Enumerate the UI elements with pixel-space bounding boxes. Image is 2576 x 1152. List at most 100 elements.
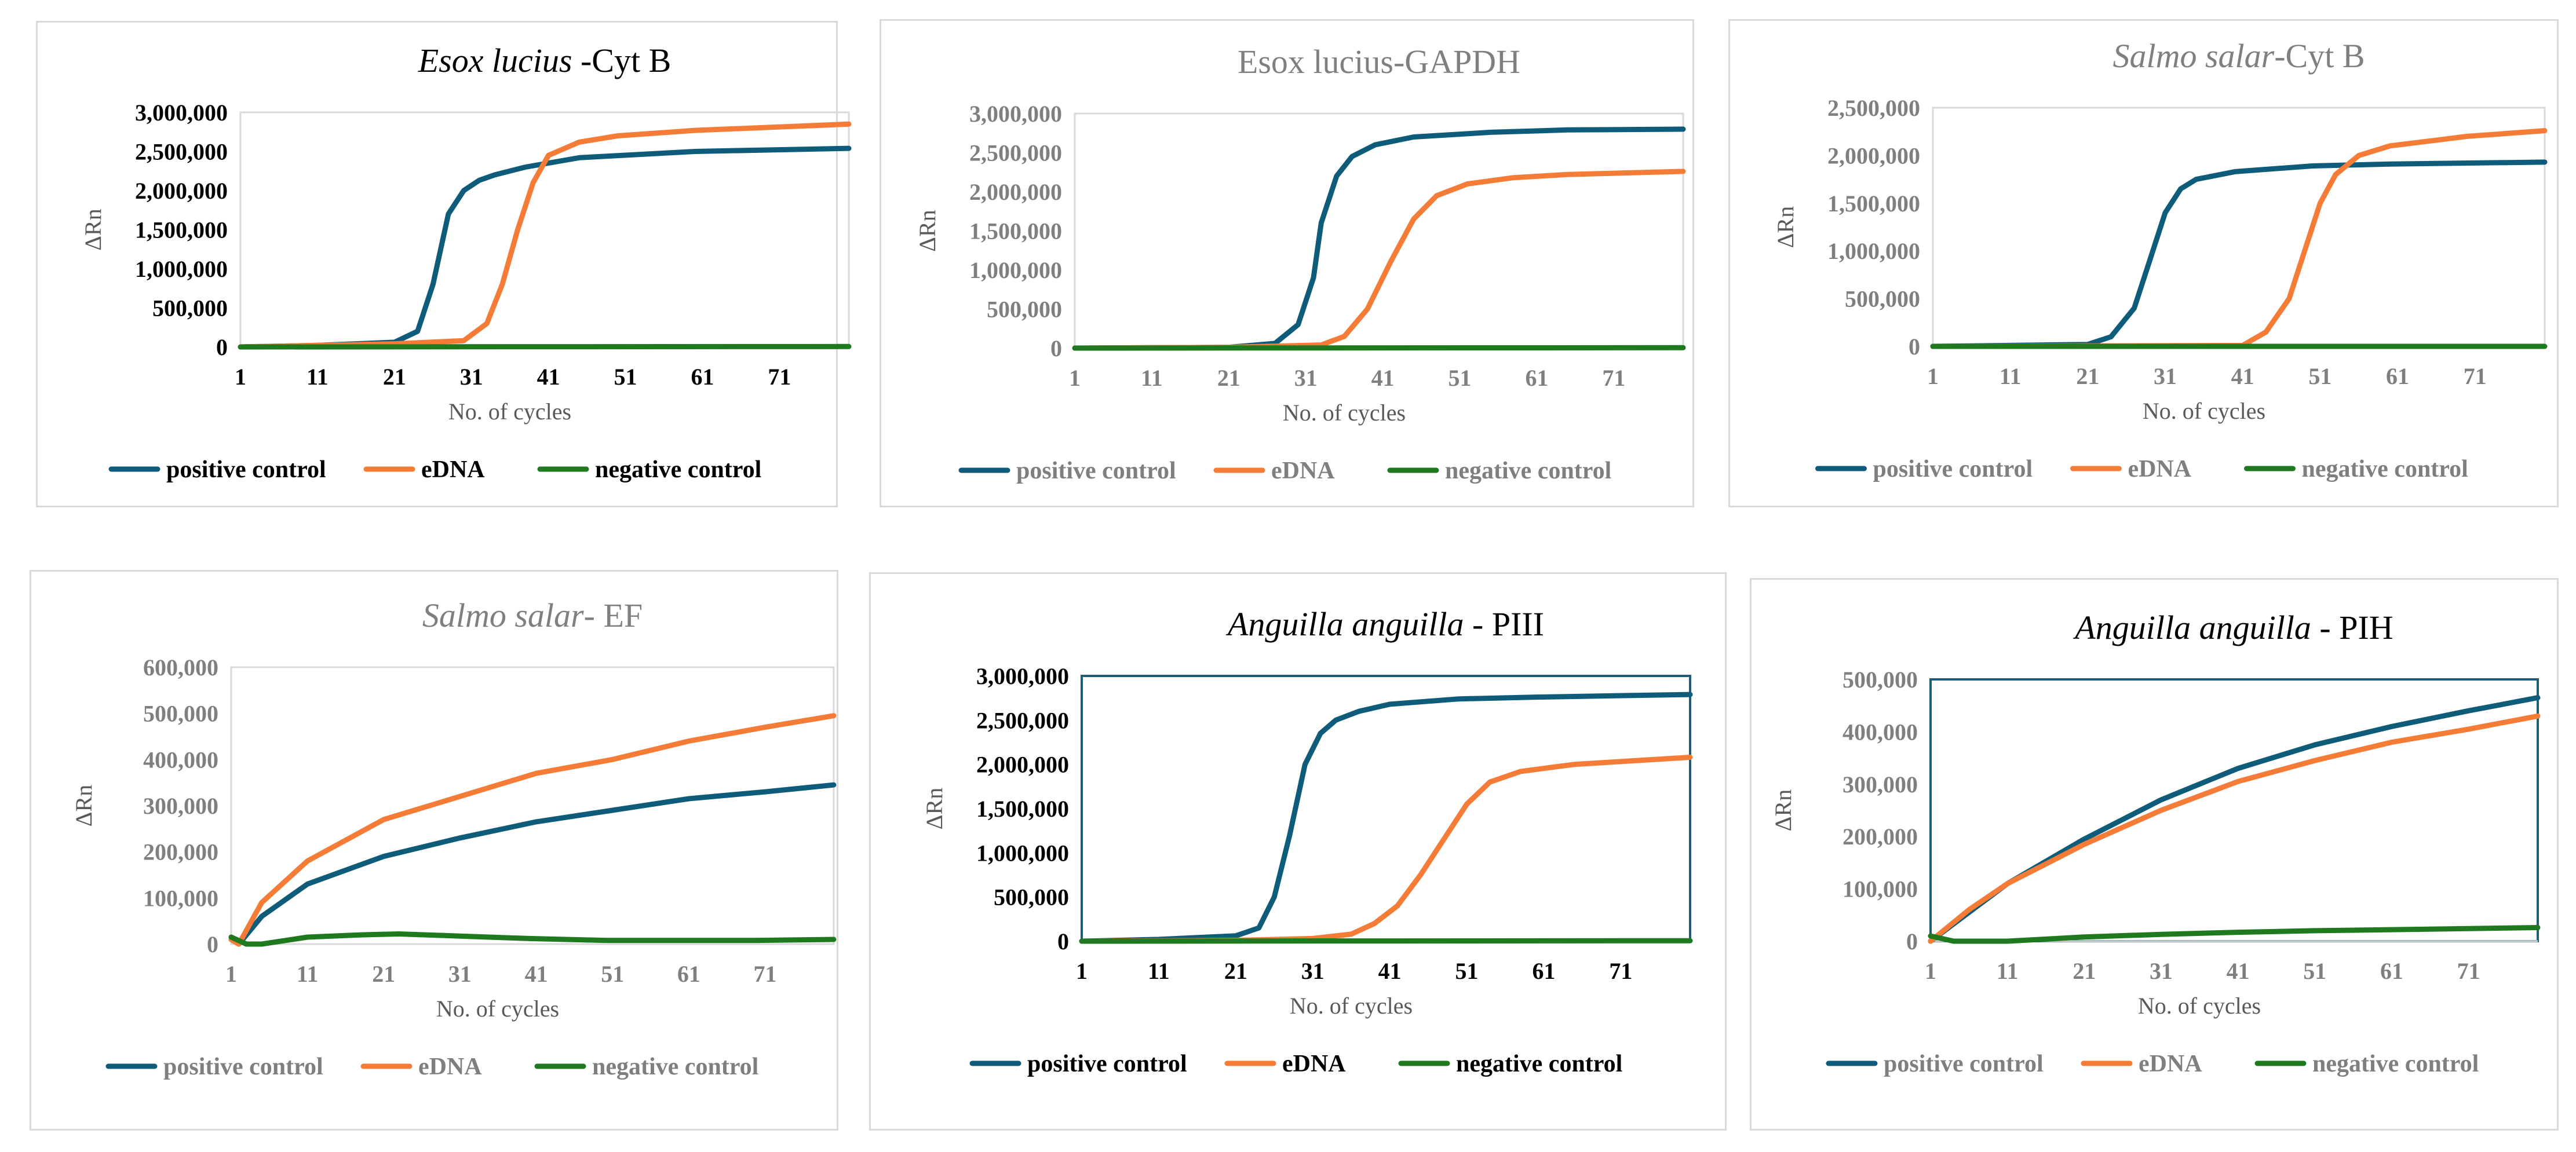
chart-title-italic: Esox lucius (418, 42, 572, 79)
x-tick-label: 11 (1999, 363, 2022, 389)
chart-title-italic: Anguilla anguilla (1225, 605, 1464, 643)
chart-title-italic: Anguilla anguilla (2073, 609, 2311, 646)
x-tick-label: 61 (691, 364, 714, 390)
y-tick-label: 0 (1057, 928, 1069, 954)
x-tick-label: 41 (537, 364, 560, 390)
series-line-positive-control (1072, 126, 1686, 351)
y-tick-label: 2,500,000 (135, 139, 228, 165)
x-tick-label: 71 (2457, 958, 2480, 984)
chart-title-rest: - PIH (2311, 609, 2393, 646)
plot-area (1074, 112, 1684, 349)
y-tick-label: 2,000,000 (135, 178, 228, 204)
y-tick-label: 1,000,000 (976, 840, 1069, 866)
x-tick-label: 1 (225, 961, 237, 987)
y-tick-label: 100,000 (1842, 876, 1918, 902)
series-line-positive-control (1079, 692, 1693, 944)
y-tick-label: 500,000 (994, 884, 1069, 910)
y-tick-label: 300,000 (1842, 771, 1918, 798)
chart-panel-2: Esox lucius-GAPDH 0 500,000 1,000,000 1,500,… (880, 19, 1694, 507)
series-line-positive-control (1930, 159, 2548, 349)
x-tick-label: 11 (1997, 958, 2019, 984)
x-tick-label: 1 (1925, 958, 1936, 984)
y-axis-label: ΔRn (921, 788, 947, 829)
series-line-positive-control (228, 782, 837, 947)
y-tick-label: 2,500,000 (976, 707, 1069, 733)
x-tick-label: 11 (1148, 958, 1170, 984)
plot-area (239, 111, 850, 348)
chart-title-rest: - EF (584, 597, 643, 634)
x-tick-label: 71 (2464, 363, 2487, 389)
chart-title: Anguilla anguilla - PIII (1225, 605, 1544, 643)
x-tick-label: 21 (372, 961, 395, 987)
y-axis-label: ΔRn (914, 210, 940, 251)
chart-title-italic: Salmo salar (2112, 37, 2274, 75)
x-tick-label: 1 (1069, 365, 1081, 391)
y-tick-label: 0 (1050, 335, 1062, 361)
y-tick-label: 500,000 (152, 295, 228, 321)
x-tick-label: 51 (2308, 363, 2331, 389)
chart-title: Esox lucius-GAPDH (1238, 43, 1520, 81)
y-tick-label: 1,500,000 (976, 796, 1069, 822)
legend-label: negative control (2312, 1051, 2479, 1077)
y-tick-label: 1,500,000 (969, 218, 1062, 244)
x-tick-label: 51 (614, 364, 637, 390)
y-tick-label: 0 (207, 931, 218, 957)
series-line-edna (1079, 755, 1693, 944)
x-tick-label: 11 (297, 961, 319, 987)
x-tick-label: 31 (448, 961, 472, 987)
y-tick-label: 600,000 (143, 654, 218, 681)
y-tick-label: 2,000,000 (969, 179, 1062, 205)
y-axis-label: ΔRn (71, 785, 97, 826)
x-tick-label: 11 (307, 364, 329, 390)
y-tick-label: 1,000,000 (969, 257, 1062, 283)
y-tick-label: 500,000 (1842, 667, 1918, 693)
legend-label: positive control (1027, 1051, 1187, 1077)
y-tick-label: 2,500,000 (1827, 95, 1920, 121)
x-tick-label: 31 (460, 364, 483, 390)
x-axis-label: No. of cycles (1290, 993, 1413, 1019)
x-tick-label: 51 (1455, 958, 1479, 984)
x-axis-label: No. of cycles (1283, 400, 1406, 426)
legend-label: negative control (2302, 456, 2468, 482)
y-tick-label: 100,000 (143, 885, 218, 911)
y-tick-label: 1,500,000 (135, 217, 228, 243)
x-tick-label: 1 (1927, 363, 1939, 389)
x-tick-label: 21 (2073, 958, 2096, 984)
x-tick-label: 71 (768, 364, 791, 390)
legend-label: eDNA (2139, 1051, 2202, 1077)
y-axis-label: ΔRn (1770, 789, 1796, 831)
x-tick-label: 21 (383, 364, 406, 390)
chart-title-rest: Esox lucius-GAPDH (1238, 43, 1520, 81)
x-tick-label: 41 (2231, 363, 2254, 389)
y-tick-label: 1,000,000 (1827, 238, 1920, 264)
y-axis-label: ΔRn (1772, 206, 1798, 248)
y-tick-label: 0 (1909, 334, 1920, 360)
series-line-positive-control (238, 145, 852, 350)
y-tick-label: 1,500,000 (1827, 191, 1920, 217)
y-tick-label: 300,000 (143, 793, 218, 819)
series-line-edna (1072, 169, 1686, 351)
x-tick-label: 61 (1525, 365, 1548, 391)
x-axis-label: No. of cycles (2143, 398, 2265, 424)
y-tick-label: 200,000 (1842, 824, 1918, 850)
x-tick-label: 31 (1301, 958, 1325, 984)
chart-title-rest: -Cyt B (572, 42, 671, 79)
x-tick-label: 1 (235, 364, 246, 390)
x-tick-label: 61 (1532, 958, 1555, 984)
y-tick-label: 3,000,000 (976, 663, 1069, 689)
chart-svg-1: Esox lucius -Cyt B 0 500,000 1,000,000 1,500… (80, 42, 852, 483)
y-tick-label: 2,000,000 (1827, 142, 1920, 169)
x-tick-label: 31 (1294, 365, 1318, 391)
y-tick-label: 0 (1906, 928, 1918, 954)
legend-label: negative control (1456, 1051, 1622, 1077)
legend-label: negative control (595, 456, 761, 483)
y-tick-label: 2,000,000 (976, 752, 1069, 778)
chart-title: Salmo salar-Cyt B (2112, 37, 2365, 75)
y-tick-label: 3,000,000 (969, 101, 1062, 127)
plot-area (1081, 675, 1691, 942)
x-tick-label: 31 (2150, 958, 2173, 984)
legend-label: eDNA (1282, 1051, 1346, 1077)
series-line-negative-control (1928, 925, 2541, 944)
x-axis-label: No. of cycles (448, 398, 571, 425)
chart-svg-4: Salmo salar- EF 0 100,000 200,000 300,000 400… (71, 597, 837, 1080)
